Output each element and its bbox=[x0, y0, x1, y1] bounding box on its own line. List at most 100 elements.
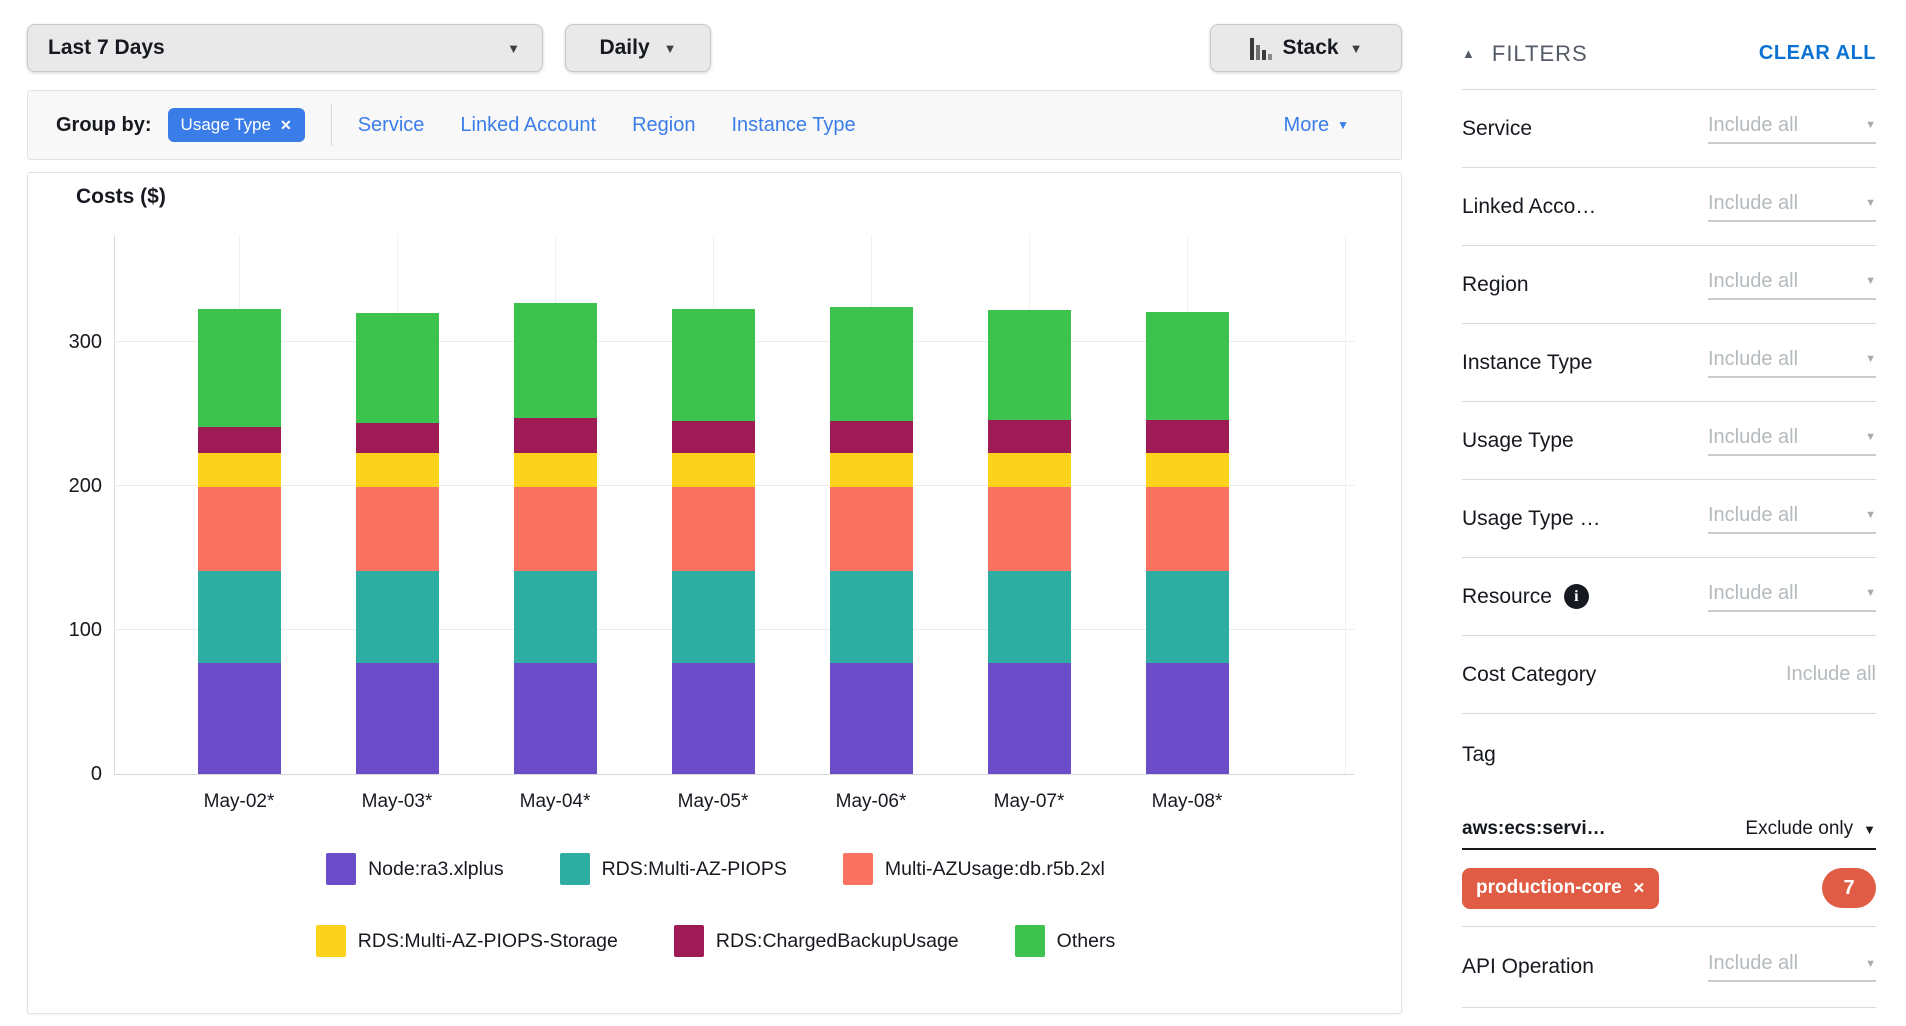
tag-value-chip[interactable]: production-core ✕ bbox=[1462, 868, 1659, 909]
filter-row-cost-category: Cost CategoryInclude all bbox=[1462, 636, 1876, 714]
tag-mode-control[interactable]: Exclude only ▼ bbox=[1745, 818, 1876, 840]
bar-segment[interactable] bbox=[514, 663, 597, 774]
include-all-value: Include all bbox=[1708, 426, 1798, 449]
legend-item[interactable]: Multi-AZUsage:db.r5b.2xl bbox=[843, 853, 1105, 885]
groupby-option-linked-account[interactable]: Linked Account bbox=[460, 114, 596, 137]
stacked-bar-May-02[interactable] bbox=[198, 309, 281, 774]
filter-label: Resourcei bbox=[1462, 584, 1589, 609]
bar-segment[interactable] bbox=[356, 423, 439, 453]
filter-row-tag: Tag bbox=[1462, 714, 1876, 796]
bar-segment[interactable] bbox=[1146, 487, 1229, 571]
bar-segment[interactable] bbox=[198, 309, 281, 427]
bar-segment[interactable] bbox=[198, 663, 281, 774]
bar-segment[interactable] bbox=[198, 487, 281, 571]
bar-segment[interactable] bbox=[356, 313, 439, 422]
bar-segment[interactable] bbox=[356, 453, 439, 488]
groupby-chip-label: Usage Type bbox=[181, 115, 271, 135]
bar-segment[interactable] bbox=[356, 487, 439, 571]
info-icon[interactable]: i bbox=[1564, 584, 1589, 609]
groupby-option-region[interactable]: Region bbox=[632, 114, 695, 137]
stacked-bar-May-03[interactable] bbox=[356, 313, 439, 774]
bar-segment[interactable] bbox=[1146, 663, 1229, 774]
bar-segment[interactable] bbox=[514, 303, 597, 418]
filter-row-service: ServiceInclude all▼ bbox=[1462, 90, 1876, 168]
bar-segment[interactable] bbox=[988, 453, 1071, 488]
bar-segment[interactable] bbox=[198, 571, 281, 663]
include-all-dropdown[interactable]: Include all ▼ bbox=[1708, 952, 1876, 982]
bar-segment[interactable] bbox=[830, 453, 913, 488]
bar-segment[interactable] bbox=[830, 663, 913, 774]
legend-item[interactable]: RDS:ChargedBackupUsage bbox=[674, 925, 959, 957]
bar-segment[interactable] bbox=[830, 421, 913, 453]
filter-row-api-operation: API Operation Include all ▼ bbox=[1462, 927, 1876, 1008]
bar-segment[interactable] bbox=[356, 571, 439, 663]
bar-segment[interactable] bbox=[988, 663, 1071, 774]
groupby-option-service[interactable]: Service bbox=[358, 114, 425, 137]
tag-key-dropdown[interactable]: aws:ecs:servi… Exclude only ▼ bbox=[1462, 796, 1876, 850]
bar-segment[interactable] bbox=[672, 487, 755, 571]
include-all-dropdown[interactable]: Include all ▼ bbox=[1708, 582, 1876, 612]
granularity-dropdown[interactable]: Daily ▼ bbox=[565, 24, 711, 72]
filters-collapse-toggle[interactable]: ▲ FILTERS bbox=[1462, 41, 1588, 67]
groupby-option-instance-type[interactable]: Instance Type bbox=[731, 114, 855, 137]
bar-segment[interactable] bbox=[672, 571, 755, 663]
bar-segment[interactable] bbox=[1146, 571, 1229, 663]
gridline bbox=[1345, 235, 1346, 774]
stacked-bar-May-08[interactable] bbox=[1146, 312, 1229, 774]
groupby-more-dropdown[interactable]: More ▼ bbox=[1284, 114, 1349, 137]
bar-segment[interactable] bbox=[198, 453, 281, 488]
stacked-bar-May-05[interactable] bbox=[672, 309, 755, 774]
legend-item[interactable]: Others bbox=[1015, 925, 1116, 957]
clear-all-button[interactable]: CLEAR ALL bbox=[1759, 42, 1876, 65]
date-range-dropdown[interactable]: Last 7 Days ▼ bbox=[27, 24, 543, 72]
legend-item[interactable]: Node:ra3.xlplus bbox=[326, 853, 504, 885]
bar-segment[interactable] bbox=[988, 420, 1071, 453]
groupby-chip-usage-type[interactable]: Usage Type ✕ bbox=[168, 108, 305, 142]
bar-segment[interactable] bbox=[1146, 312, 1229, 420]
remove-icon[interactable]: ✕ bbox=[1633, 879, 1646, 897]
stacked-bar-May-06[interactable] bbox=[830, 307, 913, 774]
bar-segment[interactable] bbox=[672, 453, 755, 488]
bar-segment[interactable] bbox=[198, 427, 281, 453]
filter-row-usage-type: Usage TypeInclude all▼ bbox=[1462, 402, 1876, 480]
include-all-dropdown[interactable]: Include all▼ bbox=[1708, 192, 1876, 222]
bar-segment[interactable] bbox=[514, 487, 597, 571]
bar-segment[interactable] bbox=[1146, 453, 1229, 488]
bar-segment[interactable] bbox=[672, 421, 755, 453]
include-all-dropdown[interactable]: Include all▼ bbox=[1708, 426, 1876, 456]
include-all-value: Include all bbox=[1708, 192, 1798, 215]
bar-segment[interactable] bbox=[988, 310, 1071, 419]
include-all-value: Include all bbox=[1708, 582, 1798, 605]
bar-segment[interactable] bbox=[988, 487, 1071, 571]
filter-label: Linked Acco… bbox=[1462, 195, 1596, 219]
divider bbox=[331, 104, 332, 146]
bar-segment[interactable] bbox=[514, 453, 597, 488]
chart-title: Costs ($) bbox=[76, 185, 166, 209]
bar-segment[interactable] bbox=[514, 571, 597, 663]
include-all-dropdown[interactable]: Include all▼ bbox=[1708, 270, 1876, 300]
include-all-dropdown[interactable]: Include all▼ bbox=[1708, 504, 1876, 534]
bar-segment[interactable] bbox=[830, 571, 913, 663]
chevron-down-icon: ▼ bbox=[1865, 587, 1876, 599]
remove-icon[interactable]: ✕ bbox=[280, 117, 292, 134]
bar-segment[interactable] bbox=[672, 309, 755, 421]
bar-segment[interactable] bbox=[356, 663, 439, 774]
bar-segment[interactable] bbox=[514, 418, 597, 453]
legend-item[interactable]: RDS:Multi-AZ-PIOPS bbox=[560, 853, 787, 885]
bar-segment[interactable] bbox=[672, 663, 755, 774]
filter-row-region: RegionInclude all▼ bbox=[1462, 246, 1876, 324]
bar-segment[interactable] bbox=[988, 571, 1071, 663]
bar-segment[interactable] bbox=[1146, 420, 1229, 453]
stacked-bar-May-04[interactable] bbox=[514, 303, 597, 774]
filter-label: Cost Category bbox=[1462, 663, 1596, 687]
legend-item[interactable]: RDS:Multi-AZ-PIOPS-Storage bbox=[316, 925, 618, 957]
include-all-dropdown[interactable]: Include all▼ bbox=[1708, 114, 1876, 144]
legend-label: Others bbox=[1057, 930, 1116, 953]
chevron-down-icon: ▼ bbox=[1337, 119, 1349, 131]
filter-row-linked-acco-: Linked Acco… Include all▼ bbox=[1462, 168, 1876, 246]
chart-style-dropdown[interactable]: Stack ▼ bbox=[1210, 24, 1402, 72]
stacked-bar-May-07[interactable] bbox=[988, 310, 1071, 774]
bar-segment[interactable] bbox=[830, 487, 913, 571]
include-all-dropdown[interactable]: Include all▼ bbox=[1708, 348, 1876, 378]
bar-segment[interactable] bbox=[830, 307, 913, 421]
